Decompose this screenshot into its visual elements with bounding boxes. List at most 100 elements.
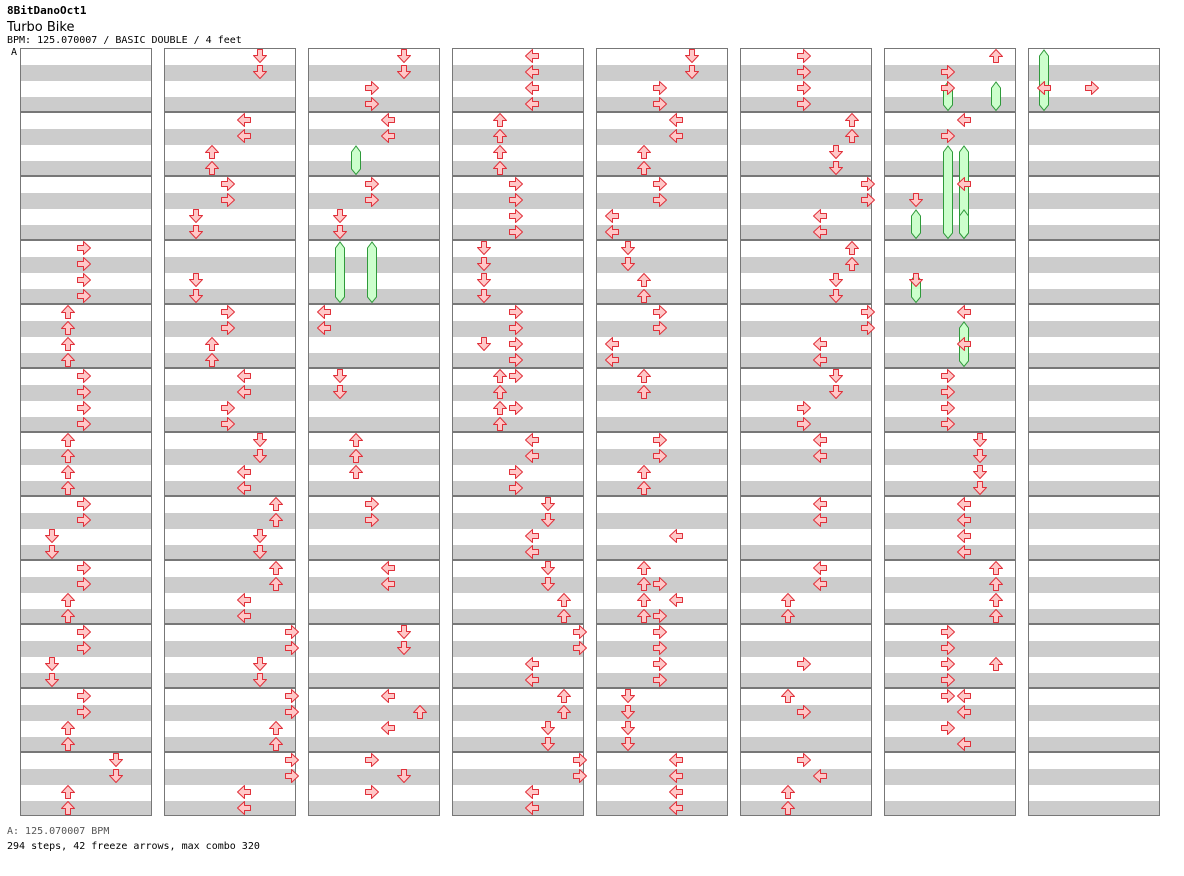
step-arrow-down-icon [44,656,60,672]
step-arrow-right-icon [76,576,92,592]
step-arrow-up-icon [492,384,508,400]
step-arrow-right-icon [508,320,524,336]
step-arrow-down-icon [252,544,268,560]
step-arrow-down-icon [188,272,204,288]
step-arrow-right-icon [572,640,588,656]
step-arrow-left-icon [668,800,684,816]
step-arrow-up-icon [60,592,76,608]
step-arrow-down-icon [828,160,844,176]
step-arrow-up-icon [556,688,572,704]
step-arrow-left-icon [236,784,252,800]
step-arrow-right-icon [284,688,300,704]
step-arrow-left-icon [316,304,332,320]
step-arrow-down-icon [396,624,412,640]
step-arrow-up-icon [60,464,76,480]
song-title: Turbo Bike [7,20,75,35]
step-arrow-up-icon [636,384,652,400]
step-arrow-right-icon [940,64,956,80]
measure [1028,304,1160,368]
chart-column-8 [1028,48,1160,816]
step-arrow-right-icon [76,624,92,640]
measure [884,304,1016,368]
step-arrow-right-icon [796,80,812,96]
freeze-arrow-down [332,246,348,425]
step-arrow-down-icon [252,528,268,544]
step-arrow-up-icon [844,112,860,128]
step-arrow-right-icon [572,768,588,784]
step-arrow-right-icon [508,224,524,240]
step-arrow-down-icon [332,224,348,240]
measure [1028,560,1160,624]
step-arrow-up-icon [988,576,1004,592]
step-arrow-left-icon [956,496,972,512]
step-arrow-right-icon [220,416,236,432]
freeze-arrow-left [380,246,396,489]
step-arrow-right-icon [796,752,812,768]
freeze-arrow-left [956,246,972,393]
step-arrow-left-icon [812,336,828,352]
step-arrow-left-icon [812,352,828,368]
step-arrow-right-icon [284,624,300,640]
step-arrow-right-icon [796,96,812,112]
step-arrow-up-icon [60,448,76,464]
measure [596,240,728,304]
step-arrow-right-icon [220,176,236,192]
step-arrow-up-icon [492,128,508,144]
step-arrow-up-icon [844,240,860,256]
step-arrow-right-icon [652,304,668,320]
step-arrow-down-icon [252,656,268,672]
step-arrow-left-icon [380,128,396,144]
measure [452,752,584,816]
step-arrow-right-icon [796,64,812,80]
step-arrow-up-icon [268,576,284,592]
step-arrow-right-icon [76,240,92,256]
step-arrow-down-icon [252,672,268,688]
step-arrow-down-icon [540,512,556,528]
step-arrow-left-icon [956,704,972,720]
step-arrow-right-icon [652,432,668,448]
step-arrow-up-icon [60,480,76,496]
step-arrow-right-icon [284,768,300,784]
step-arrow-right-icon [220,400,236,416]
step-arrow-left-icon [604,208,620,224]
step-arrow-down-icon [684,48,700,64]
freeze-arrow-left [812,246,828,745]
step-arrow-left-icon [524,64,540,80]
step-arrow-left-icon [812,768,828,784]
step-arrow-right-icon [284,752,300,768]
step-arrow-right-icon [940,624,956,640]
step-arrow-right-icon [76,384,92,400]
step-arrow-right-icon [1084,80,1100,96]
step-arrow-up-icon [412,704,428,720]
step-arrow-right-icon [220,304,236,320]
step-arrow-up-icon [348,432,364,448]
measure [164,752,296,816]
step-arrow-right-icon [220,192,236,208]
step-arrow-left-icon [956,544,972,560]
step-arrow-right-icon [652,80,668,96]
step-arrow-right-icon [76,496,92,512]
freeze-arrow-right [940,246,956,809]
step-arrow-down-icon [540,720,556,736]
step-arrow-down-icon [972,432,988,448]
step-arrow-right-icon [76,560,92,576]
step-arrow-up-icon [780,784,796,800]
step-arrow-down-icon [540,560,556,576]
step-arrow-left-icon [236,464,252,480]
step-arrow-left-icon [380,720,396,736]
step-arrow-down-icon [828,288,844,304]
step-arrow-left-icon [812,208,828,224]
chart-column-7 [884,48,1016,816]
step-arrow-down-icon [620,256,636,272]
step-arrow-up-icon [60,784,76,800]
freeze-arrow-up [780,246,796,681]
step-arrow-left-icon [380,688,396,704]
step-arrow-left-icon [380,112,396,128]
measure [20,432,152,496]
step-arrow-up-icon [988,656,1004,672]
step-arrow-right-icon [76,368,92,384]
step-arrow-up-icon [60,336,76,352]
step-arrow-right-icon [364,784,380,800]
step-arrow-right-icon [940,672,956,688]
step-arrow-up-icon [348,448,364,464]
